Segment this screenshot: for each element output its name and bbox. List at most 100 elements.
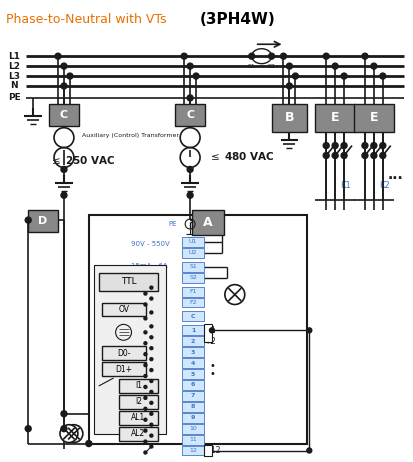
Text: PE: PE <box>168 221 177 227</box>
Circle shape <box>144 331 147 334</box>
Text: U1: U1 <box>188 239 197 244</box>
Circle shape <box>144 385 147 389</box>
Circle shape <box>144 375 147 377</box>
Text: K12: K12 <box>206 446 220 455</box>
Circle shape <box>361 152 367 158</box>
Text: 4: 4 <box>190 361 195 365</box>
Text: ...: ... <box>387 168 403 182</box>
Bar <box>182 298 204 308</box>
Bar <box>102 346 146 360</box>
Bar <box>102 362 146 376</box>
Circle shape <box>150 369 152 371</box>
Text: S1: S1 <box>189 264 197 269</box>
Text: 5: 5 <box>190 371 195 377</box>
Bar <box>182 358 204 368</box>
Circle shape <box>60 425 78 443</box>
Bar <box>182 336 204 346</box>
Circle shape <box>150 379 152 383</box>
Text: $\leq$ 480 VAC: $\leq$ 480 VAC <box>207 150 274 162</box>
Circle shape <box>150 412 152 415</box>
Circle shape <box>150 358 152 361</box>
Circle shape <box>340 152 346 158</box>
Circle shape <box>144 292 147 295</box>
Text: F1: F1 <box>189 289 196 294</box>
Text: S2: S2 <box>267 64 275 69</box>
Bar <box>49 104 78 126</box>
Bar <box>204 324 211 342</box>
Text: Phase-to-Neutral with VTs: Phase-to-Neutral with VTs <box>6 13 171 26</box>
Text: E: E <box>369 111 377 124</box>
Circle shape <box>144 317 147 320</box>
Text: L3: L3 <box>8 72 20 80</box>
Circle shape <box>25 217 31 223</box>
Bar <box>182 445 204 456</box>
Circle shape <box>144 364 147 366</box>
Circle shape <box>292 73 298 79</box>
Circle shape <box>306 448 311 453</box>
Circle shape <box>150 297 152 300</box>
Text: 90V - 550V: 90V - 550V <box>130 241 169 247</box>
Text: L1: L1 <box>8 52 20 61</box>
Circle shape <box>150 311 152 314</box>
Text: E: E <box>330 111 339 124</box>
Text: D1+: D1+ <box>115 365 132 374</box>
Bar <box>182 347 204 357</box>
Text: •: • <box>209 361 214 371</box>
Circle shape <box>150 390 152 394</box>
Text: C: C <box>190 314 195 319</box>
Text: $\leq$ 250 VAC: $\leq$ 250 VAC <box>49 154 115 166</box>
Text: I1: I1 <box>135 382 142 390</box>
Circle shape <box>323 143 328 149</box>
Circle shape <box>209 328 214 333</box>
Circle shape <box>61 83 67 89</box>
Text: I2: I2 <box>135 397 142 407</box>
Text: AL1: AL1 <box>131 413 145 422</box>
Bar <box>192 210 223 235</box>
Circle shape <box>150 445 152 448</box>
Bar <box>182 237 204 247</box>
Text: D: D <box>38 216 47 226</box>
Circle shape <box>144 440 147 443</box>
Text: Auxiliary (Control) Transformer: Auxiliary (Control) Transformer <box>82 133 178 138</box>
Circle shape <box>286 83 292 89</box>
Bar <box>102 303 146 316</box>
Circle shape <box>181 53 187 59</box>
Circle shape <box>67 73 73 79</box>
Circle shape <box>144 396 147 399</box>
Text: 7: 7 <box>190 393 195 398</box>
Bar <box>315 104 354 132</box>
Circle shape <box>379 73 385 79</box>
Text: B: B <box>284 111 294 124</box>
Circle shape <box>144 342 147 345</box>
Circle shape <box>340 143 346 149</box>
Circle shape <box>25 426 31 432</box>
Text: 2: 2 <box>190 339 195 344</box>
Bar <box>353 104 393 132</box>
Circle shape <box>150 401 152 404</box>
Circle shape <box>370 63 376 69</box>
Text: (3PH4W): (3PH4W) <box>199 12 275 27</box>
Text: 3: 3 <box>190 350 195 355</box>
Text: 15mA - 6A: 15mA - 6A <box>130 263 167 269</box>
Circle shape <box>331 63 337 69</box>
Bar <box>182 435 204 444</box>
Text: 11: 11 <box>189 437 197 442</box>
Text: 9: 9 <box>190 415 195 420</box>
Text: •: • <box>209 369 214 379</box>
Circle shape <box>340 73 346 79</box>
Text: 6: 6 <box>190 383 195 388</box>
Bar <box>175 104 204 126</box>
Circle shape <box>323 53 328 59</box>
Bar <box>182 369 204 379</box>
Circle shape <box>286 63 292 69</box>
Circle shape <box>379 152 385 158</box>
Circle shape <box>61 426 67 432</box>
Circle shape <box>150 336 152 339</box>
Text: L2: L2 <box>8 61 20 71</box>
Circle shape <box>150 423 152 426</box>
Circle shape <box>61 166 67 172</box>
Circle shape <box>323 152 328 158</box>
Circle shape <box>150 434 152 437</box>
Circle shape <box>331 143 337 149</box>
Bar <box>118 411 158 425</box>
